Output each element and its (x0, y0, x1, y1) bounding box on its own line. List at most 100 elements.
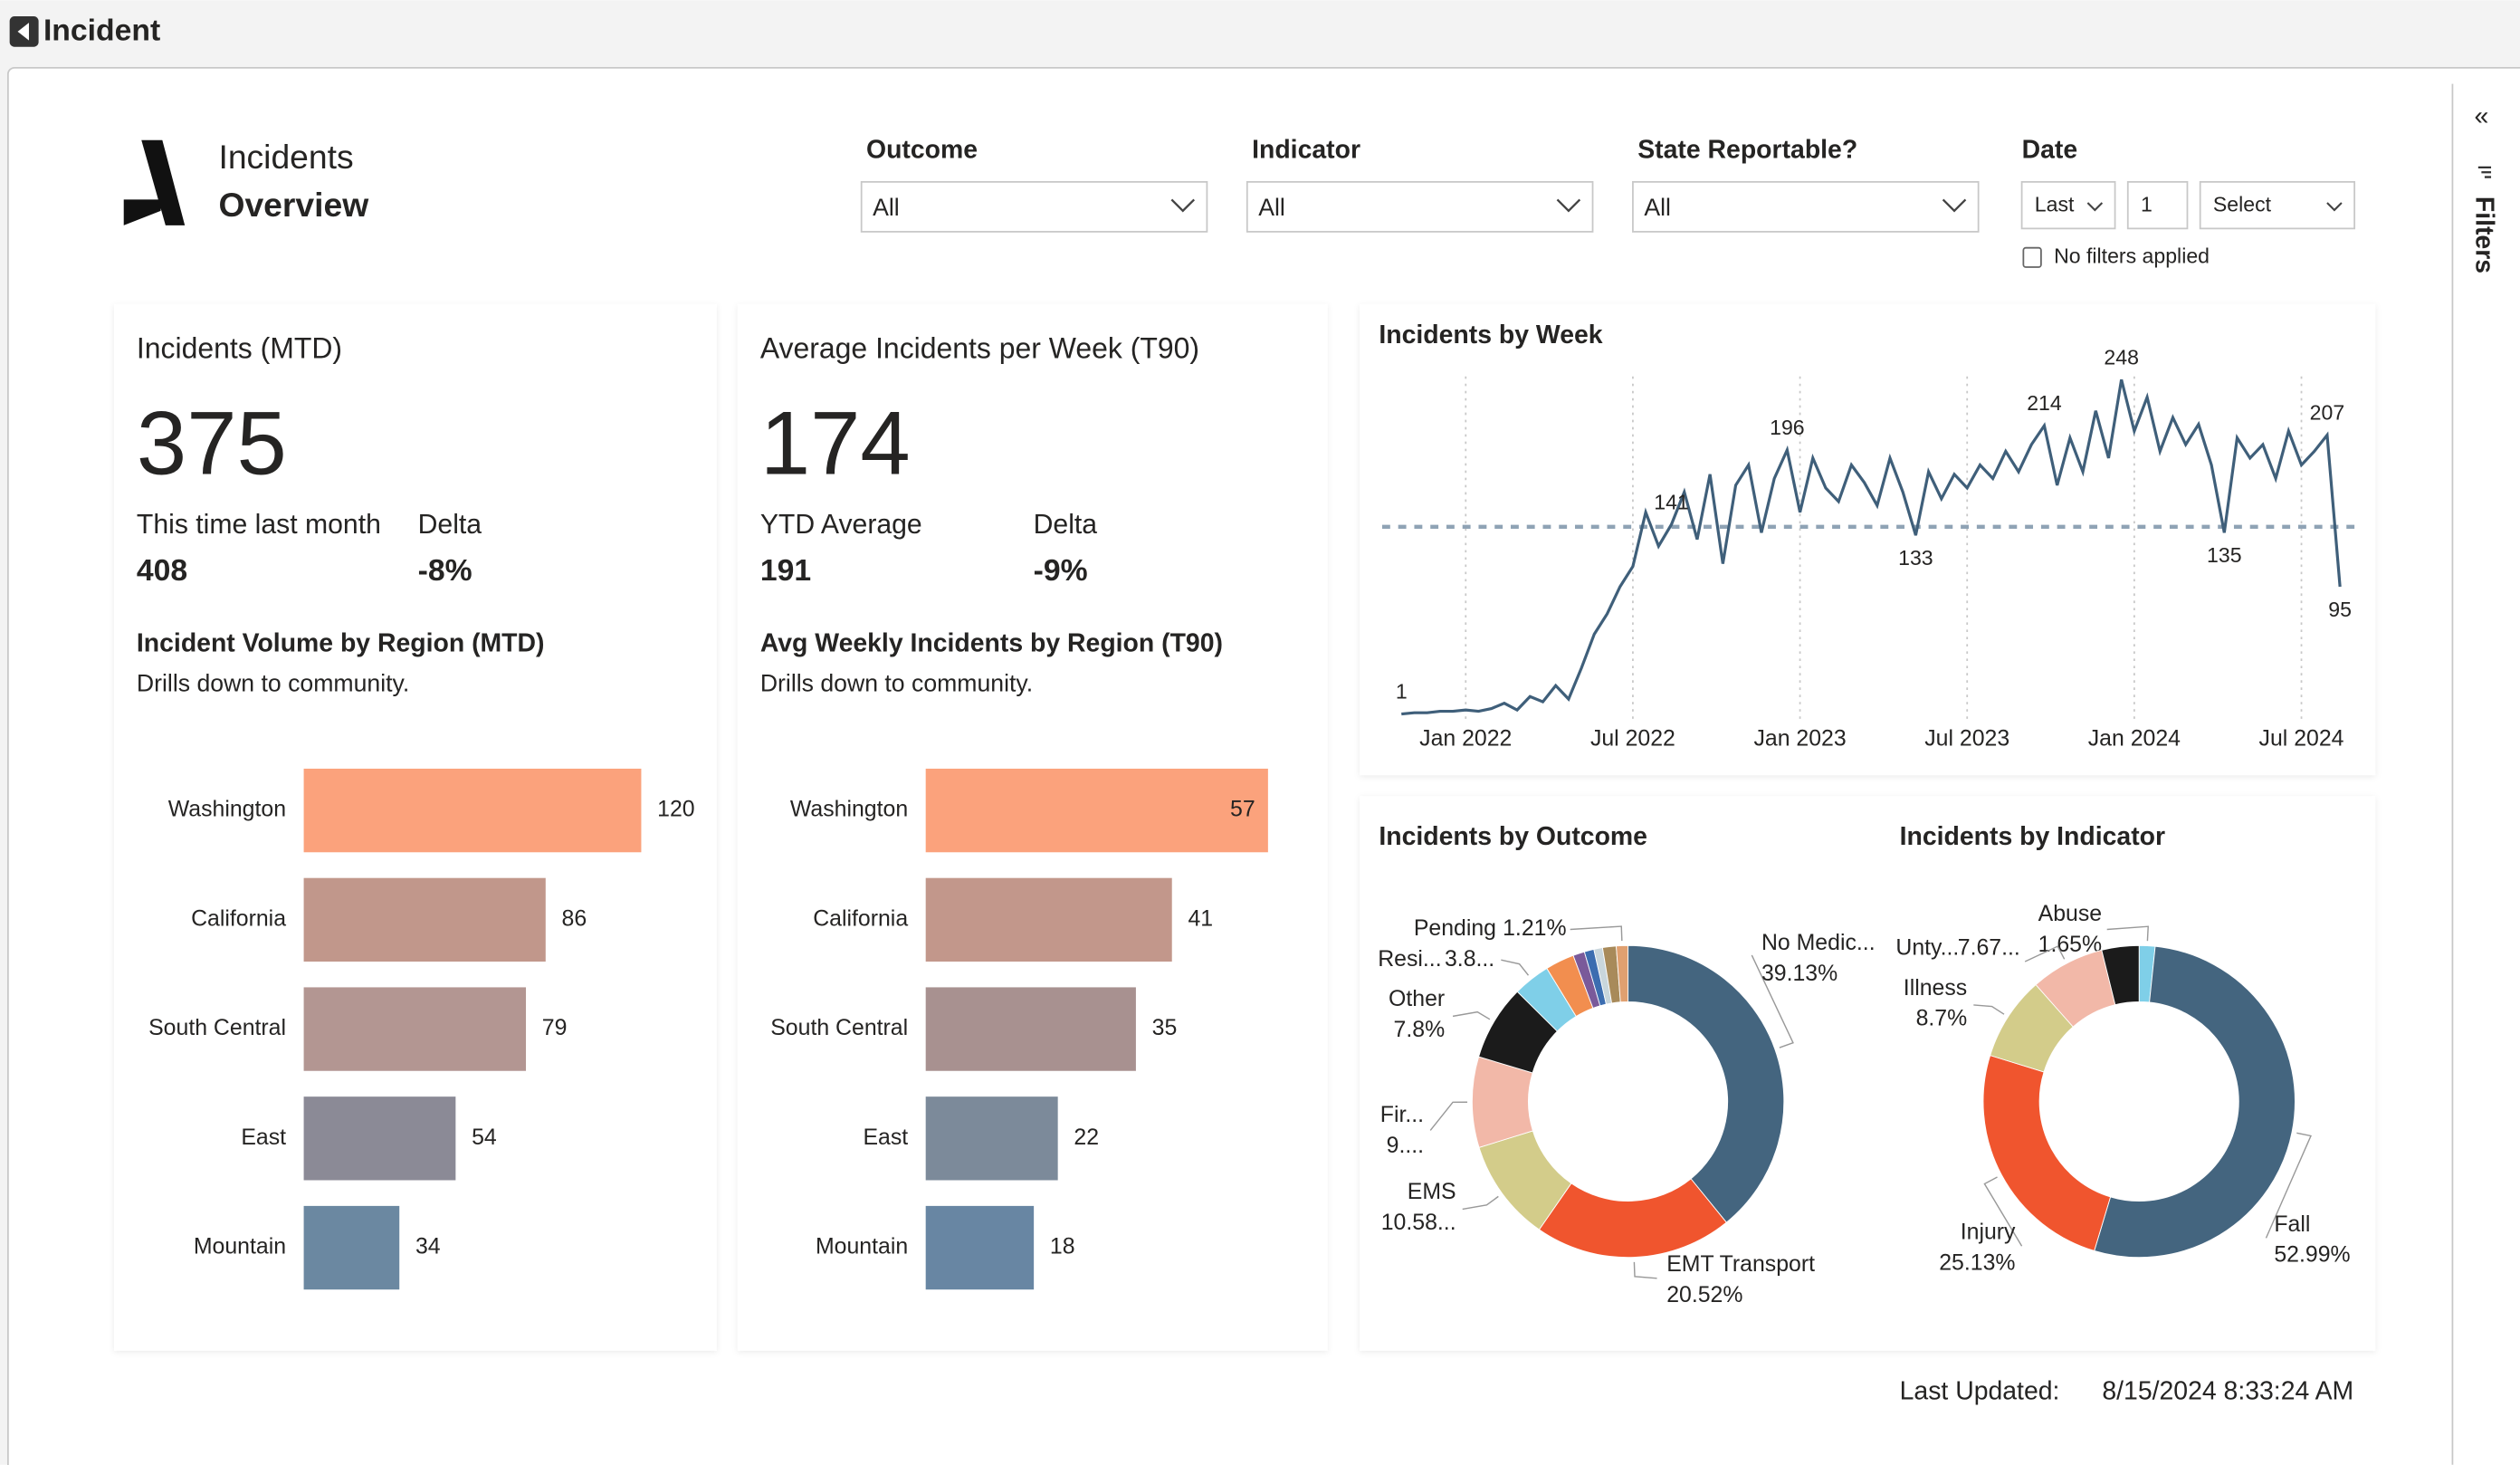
card-title: Incidents (MTD) (137, 332, 342, 365)
filter-label: State Reportable? (1637, 136, 1857, 165)
slice-value: 7.8% (1394, 1018, 1446, 1042)
dropdown-value: All (873, 194, 900, 221)
slice-label: Unty... (1895, 935, 1959, 960)
card-title: Average Incidents per Week (T90) (760, 332, 1199, 365)
slice-label: Resi... (1378, 947, 1441, 972)
date-input-value: Last (2035, 193, 2075, 216)
date-input[interactable] (2199, 181, 2356, 230)
slice-label: No Medic... (1761, 931, 1876, 955)
data-label: 141 (1654, 490, 1689, 513)
leader-line (1983, 1176, 2023, 1247)
slice-label: Abuse (2038, 902, 2102, 926)
slice-label: Injury (1961, 1221, 2016, 1245)
value-label: 57 (1230, 798, 1255, 822)
dropdown[interactable] (1632, 181, 1980, 233)
filter-label: Indicator (1252, 136, 1360, 165)
bar[interactable] (303, 1096, 456, 1181)
line-card (1360, 303, 2376, 776)
leader-line (1452, 1010, 1491, 1020)
x-tick-label: Jan 2023 (1753, 727, 1846, 752)
bar[interactable] (925, 1096, 1058, 1181)
value-label: 54 (472, 1125, 497, 1150)
slice-label: EMS (1408, 1180, 1456, 1204)
slice-value: 9.... (1387, 1134, 1424, 1158)
bar[interactable] (303, 1205, 400, 1290)
x-tick-label: Jan 2022 (1419, 727, 1512, 752)
dropdown-value: All (1644, 194, 1671, 221)
slice-value: 3.8... (1445, 947, 1494, 972)
donut-slice[interactable] (1616, 944, 1629, 1003)
value-label: 18 (1050, 1235, 1075, 1259)
back-icon (17, 23, 29, 41)
donut-slice[interactable] (2101, 944, 2140, 1006)
category-label: Washington (790, 798, 908, 822)
leader-line (2024, 945, 2066, 962)
data-label: 196 (1770, 416, 1805, 439)
value-label: 41 (1188, 906, 1213, 931)
collapse-button: « (2474, 101, 2488, 130)
last-updated-value: 8/15/2024 8:33:24 AM (2102, 1376, 2353, 1405)
delta-label: Delta (418, 510, 482, 540)
data-label: 133 (1898, 546, 1933, 570)
dropdown-value: All (1258, 194, 1285, 221)
slice-value: 25.13% (1939, 1250, 2015, 1275)
donut-slice[interactable] (2094, 945, 2296, 1259)
chart-title: Avg Weekly Incidents by Region (T90) (760, 629, 1223, 658)
bar[interactable] (303, 877, 546, 962)
bar[interactable] (925, 987, 1136, 1071)
date-input[interactable] (2126, 181, 2189, 230)
data-label: 248 (2104, 345, 2139, 369)
chevron (1556, 198, 1581, 213)
leader-line (1973, 1004, 2005, 1015)
value-label: 35 (1152, 1016, 1178, 1040)
report-subtitle: Overview (218, 186, 369, 224)
category-label: East (241, 1125, 286, 1150)
slice-label: Pending (1414, 916, 1496, 941)
kpi-value: 174 (760, 394, 911, 494)
slice-value: 10.58... (1381, 1211, 1456, 1235)
category-label: South Central (148, 1016, 286, 1040)
bar[interactable] (925, 877, 1172, 962)
bar[interactable] (925, 1205, 1035, 1290)
chart-title: Incident Volume by Region (MTD) (137, 629, 545, 658)
leader-line (1462, 1195, 1499, 1211)
filter-icon[interactable] (2477, 166, 2492, 178)
filter-label: Date (2022, 136, 2078, 165)
slice-value: 20.52% (1666, 1283, 1742, 1307)
slice-value: 8.7% (1916, 1006, 1968, 1030)
data-label: 135 (2207, 543, 2242, 567)
category-label: East (863, 1125, 908, 1150)
leader-line (1751, 954, 1794, 1048)
data-label: 1 (1396, 680, 1408, 704)
chevron (2086, 202, 2104, 212)
leader-line (1429, 1101, 1468, 1131)
chart-title: Incidents by Indicator (1900, 822, 2165, 851)
kpi-value: 375 (137, 394, 287, 494)
delta-value: -9% (1034, 553, 1088, 588)
chevron (2326, 202, 2343, 212)
donut-slice[interactable] (1628, 944, 1785, 1223)
bar[interactable] (925, 768, 1268, 853)
report-title: Incidents (218, 138, 353, 176)
donut-slice[interactable] (1982, 1055, 2112, 1251)
chart-title: Incidents by Outcome (1379, 822, 1647, 851)
value-label: 34 (415, 1235, 441, 1259)
slice-label: Other (1389, 987, 1445, 1011)
dropdown[interactable] (1246, 181, 1594, 233)
category-label: Washington (168, 798, 286, 822)
data-label: 207 (2310, 401, 2345, 425)
bar[interactable] (303, 987, 527, 1071)
slice-label: Fir... (1380, 1103, 1424, 1127)
data-label: 214 (2027, 391, 2062, 415)
slice-value: 7.67... (1958, 935, 2020, 960)
compare-label: This time last month (137, 510, 381, 540)
leader-line (2265, 1132, 2312, 1239)
x-tick-label: Jul 2022 (1590, 727, 1675, 752)
dropdown[interactable] (860, 181, 1208, 233)
bar[interactable] (303, 768, 642, 853)
last-updated-label: Last Updated: (1900, 1376, 2060, 1405)
category-label: California (191, 906, 286, 931)
